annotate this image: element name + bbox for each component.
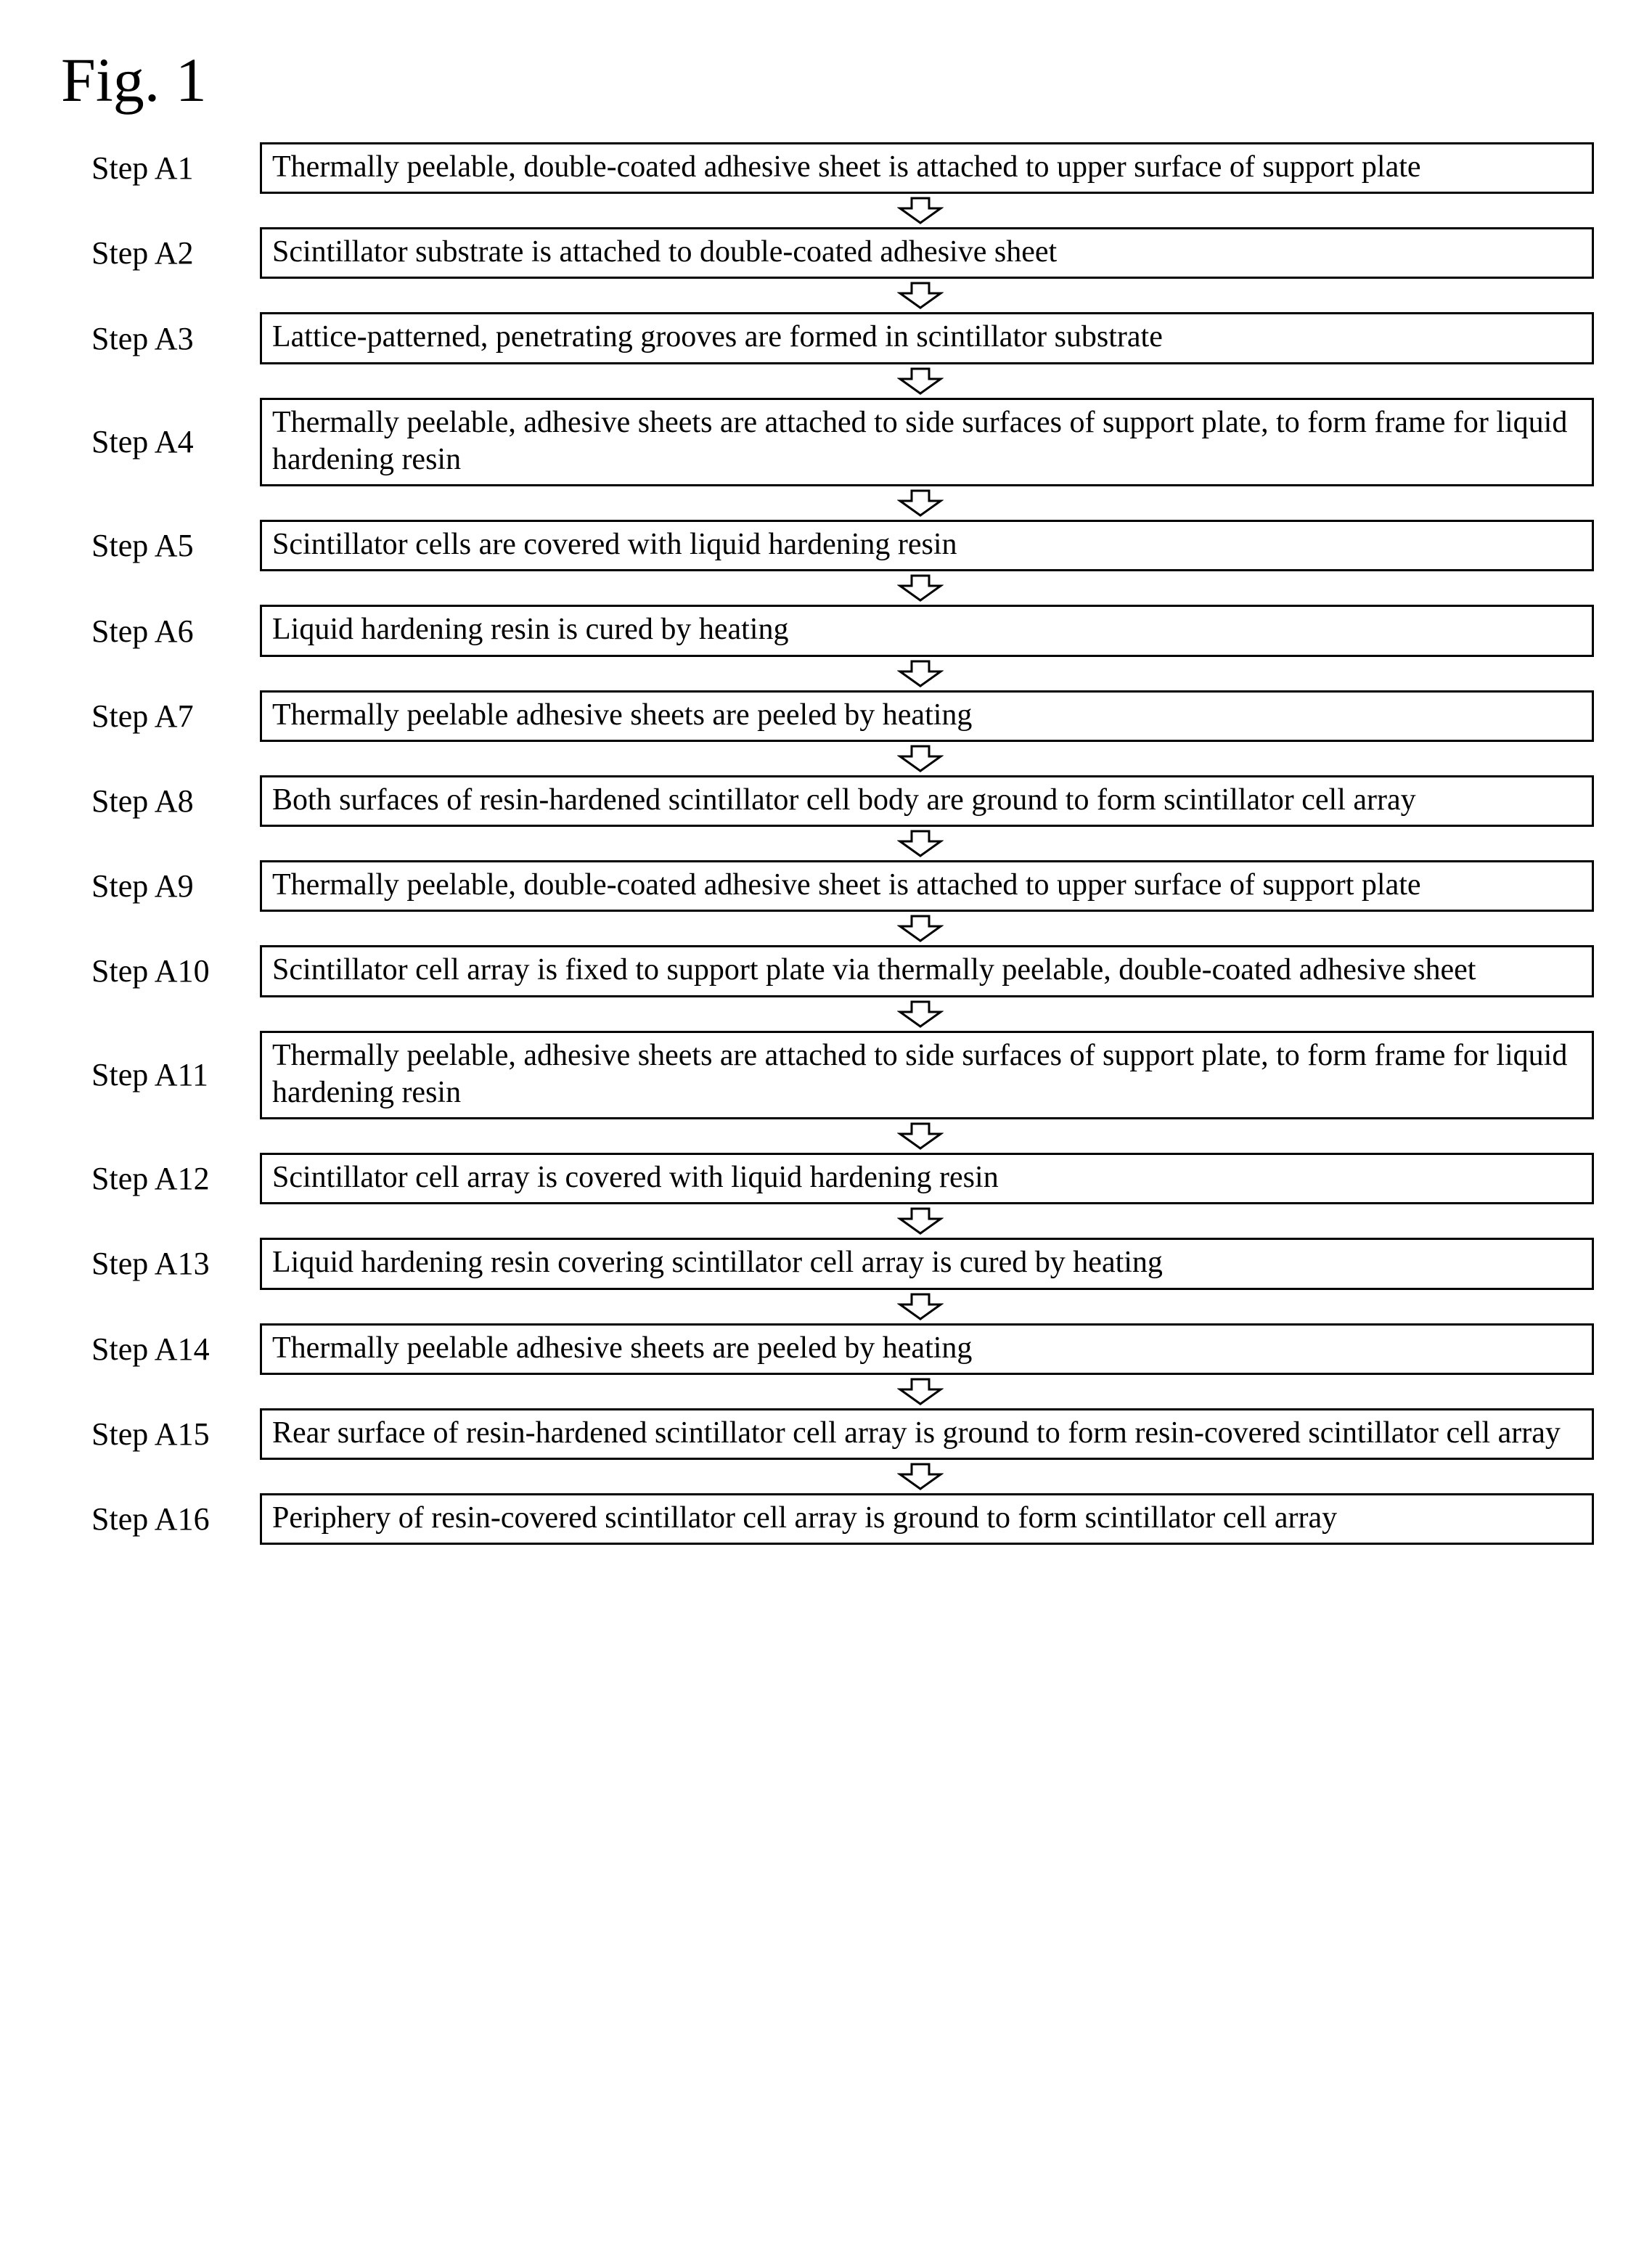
arrow-row [87, 1122, 1594, 1151]
step-row: Step A11 Thermally peelable, adhesive sh… [87, 1031, 1594, 1119]
step-row: Step A14 Thermally peelable adhesive she… [87, 1323, 1594, 1375]
step-label: Step A11 [87, 1056, 247, 1093]
step-row: Step A9 Thermally peelable, double-coate… [87, 860, 1594, 912]
arrow-row [87, 489, 1594, 518]
step-box: Thermally peelable, adhesive sheets are … [260, 1031, 1594, 1119]
arrow-row [87, 660, 1594, 689]
step-row: Step A12 Scintillator cell array is cove… [87, 1153, 1594, 1204]
step-box: Thermally peelable, adhesive sheets are … [260, 398, 1594, 486]
step-row: Step A8 Both surfaces of resin-hardened … [87, 775, 1594, 827]
step-label: Step A14 [87, 1331, 247, 1368]
step-box: Scintillator cells are covered with liqu… [260, 520, 1594, 571]
step-box: Periphery of resin-covered scintillator … [260, 1493, 1594, 1545]
down-arrow-icon [897, 197, 944, 224]
step-row: Step A2 Scintillator substrate is attach… [87, 227, 1594, 279]
arrow-row [87, 1000, 1594, 1029]
arrow-row [87, 574, 1594, 603]
down-arrow-icon [897, 1463, 944, 1490]
step-label: Step A9 [87, 867, 247, 905]
down-arrow-icon [897, 915, 944, 942]
step-row: Step A10 Scintillator cell array is fixe… [87, 945, 1594, 997]
step-box: Thermally peelable adhesive sheets are p… [260, 690, 1594, 742]
step-box: Thermally peelable, double-coated adhesi… [260, 142, 1594, 194]
down-arrow-icon [897, 1207, 944, 1235]
step-row: Step A4 Thermally peelable, adhesive she… [87, 398, 1594, 486]
down-arrow-icon [897, 830, 944, 857]
step-label: Step A15 [87, 1416, 247, 1453]
down-arrow-icon [897, 1000, 944, 1028]
step-row: Step A7 Thermally peelable adhesive shee… [87, 690, 1594, 742]
arrow-row [87, 197, 1594, 226]
arrow-row [87, 1463, 1594, 1492]
flowchart: Step A1 Thermally peelable, double-coate… [87, 142, 1594, 1545]
step-label: Step A7 [87, 698, 247, 735]
step-box: Scintillator cell array is fixed to supp… [260, 945, 1594, 997]
down-arrow-icon [897, 660, 944, 687]
arrow-row [87, 1293, 1594, 1322]
arrow-row [87, 282, 1594, 311]
step-box: Liquid hardening resin is cured by heati… [260, 605, 1594, 656]
arrow-row [87, 1378, 1594, 1407]
step-row: Step A5 Scintillator cells are covered w… [87, 520, 1594, 571]
down-arrow-icon [897, 745, 944, 772]
step-label: Step A16 [87, 1500, 247, 1538]
down-arrow-icon [897, 282, 944, 309]
step-label: Step A12 [87, 1160, 247, 1197]
step-box: Lattice-patterned, penetrating grooves a… [260, 312, 1594, 364]
step-row: Step A6 Liquid hardening resin is cured … [87, 605, 1594, 656]
step-box: Thermally peelable adhesive sheets are p… [260, 1323, 1594, 1375]
step-row: Step A16 Periphery of resin-covered scin… [87, 1493, 1594, 1545]
step-row: Step A13 Liquid hardening resin covering… [87, 1238, 1594, 1289]
arrow-row [87, 830, 1594, 859]
step-label: Step A5 [87, 527, 247, 564]
step-box: Liquid hardening resin covering scintill… [260, 1238, 1594, 1289]
step-box: Scintillator cell array is covered with … [260, 1153, 1594, 1204]
step-label: Step A4 [87, 423, 247, 460]
down-arrow-icon [897, 1122, 944, 1150]
arrow-row [87, 915, 1594, 944]
step-row: Step A1 Thermally peelable, double-coate… [87, 142, 1594, 194]
down-arrow-icon [897, 1293, 944, 1320]
step-box: Thermally peelable, double-coated adhesi… [260, 860, 1594, 912]
down-arrow-icon [897, 574, 944, 602]
arrow-row [87, 367, 1594, 396]
step-label: Step A1 [87, 150, 247, 187]
arrow-row [87, 745, 1594, 774]
arrow-row [87, 1207, 1594, 1236]
figure-title: Fig. 1 [61, 44, 1594, 116]
step-label: Step A6 [87, 613, 247, 650]
step-label: Step A8 [87, 783, 247, 820]
down-arrow-icon [897, 367, 944, 395]
step-box: Rear surface of resin-hardened scintilla… [260, 1408, 1594, 1460]
down-arrow-icon [897, 1378, 944, 1405]
step-label: Step A2 [87, 234, 247, 271]
step-label: Step A13 [87, 1245, 247, 1282]
step-label: Step A10 [87, 952, 247, 989]
step-row: Step A15 Rear surface of resin-hardened … [87, 1408, 1594, 1460]
step-row: Step A3 Lattice-patterned, penetrating g… [87, 312, 1594, 364]
step-box: Both surfaces of resin-hardened scintill… [260, 775, 1594, 827]
down-arrow-icon [897, 489, 944, 517]
step-label: Step A3 [87, 320, 247, 357]
step-box: Scintillator substrate is attached to do… [260, 227, 1594, 279]
